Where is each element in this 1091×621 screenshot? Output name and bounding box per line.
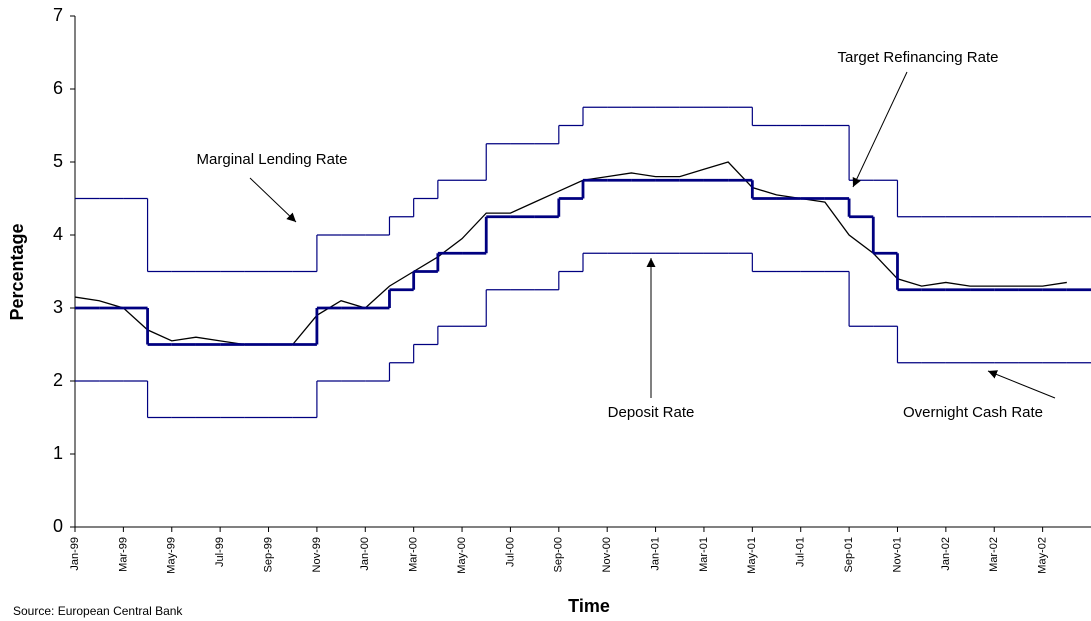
y-tick-label: 1: [53, 443, 63, 463]
y-axis-label: Percentage: [7, 223, 27, 320]
x-tick-label: Jul-01: [795, 537, 807, 567]
annotation: Target Refinancing Rate: [838, 49, 999, 66]
x-tick-label: Mar-02: [988, 537, 1000, 572]
x-tick-label: Jan-02: [940, 537, 952, 571]
y-tick-label: 3: [53, 297, 63, 317]
annotation-arrow: [249, 177, 297, 223]
x-tick-label: Nov-99: [311, 537, 323, 572]
y-tick-label: 2: [53, 370, 63, 390]
y-tick-label: 5: [53, 151, 63, 171]
source: Source: European Central Bank: [13, 604, 183, 618]
x-tick-label: Jul-99: [214, 537, 226, 567]
annotation: Overnight Cash Rate: [903, 404, 1043, 421]
annotation-arrow: [987, 370, 1056, 399]
x-tick-label: Sep-01: [843, 537, 855, 572]
x-tick-label: Jan-00: [359, 537, 371, 571]
annotation-arrow: [852, 71, 908, 188]
x-tick-label: Sep-00: [553, 537, 565, 572]
x-tick-label: May-00: [456, 537, 468, 574]
y-tick-label: 7: [53, 5, 63, 25]
x-tick-label: Nov-01: [891, 537, 903, 572]
x-tick-label: Nov-00: [601, 537, 613, 572]
x-tick-label: Mar-00: [408, 537, 420, 572]
series-line: [74, 161, 1067, 346]
x-tick-label: Jan-99: [69, 537, 81, 571]
x-axis-label: Time: [568, 596, 610, 616]
x-tick-label: May-01: [746, 537, 758, 574]
y-tick-label: 4: [53, 224, 63, 244]
x-tick-label: Jan-01: [649, 537, 661, 571]
x-tick-label: Sep-99: [262, 537, 274, 572]
x-tick-label: May-02: [1037, 537, 1049, 574]
annotation: Marginal Lending Rate: [197, 151, 348, 168]
x-tick-label: May-99: [166, 537, 178, 574]
x-tick-label: Mar-01: [698, 537, 710, 572]
y-tick-label: 6: [53, 78, 63, 98]
y-tick-label: 0: [53, 516, 63, 536]
x-tick-label: Mar-99: [117, 537, 129, 572]
x-tick-label: Jul-00: [504, 537, 516, 567]
annotation: Deposit Rate: [608, 404, 695, 421]
